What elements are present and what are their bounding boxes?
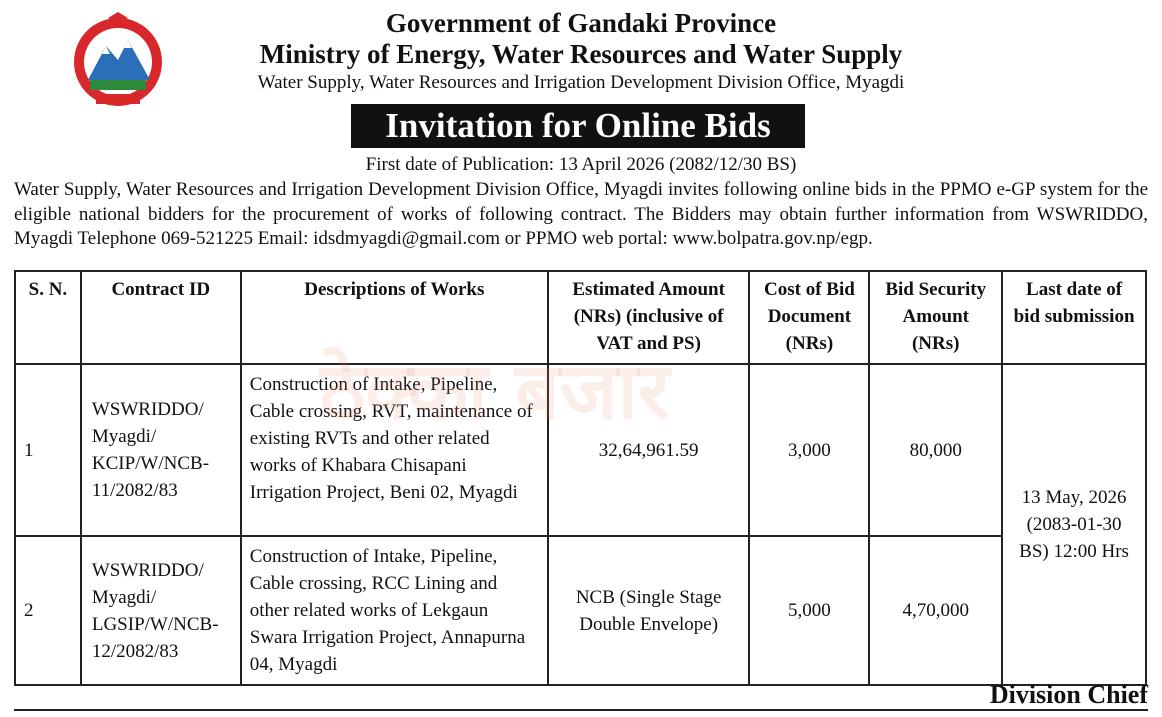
cell: WSWRIDDO/ Myagdi/ KCIP/W/NCB-11/2082/83: [79, 363, 242, 537]
header-cell: S. N.: [14, 270, 82, 365]
header-cell: Last date of bid submission: [1001, 270, 1147, 365]
cell: 5,000: [748, 535, 871, 686]
header-cell: Bid Security Amount (NRs): [868, 270, 1004, 365]
cell: 32,64,961.59: [546, 363, 751, 537]
header-row: S. N. Contract ID Descriptions of Works …: [14, 270, 1147, 365]
header-cell: Contract ID: [79, 270, 242, 365]
header-cell: Descriptions of Works: [239, 270, 549, 365]
cell: 13 May, 2026 (2083-01-30 BS) 12:00 Hrs: [1001, 363, 1147, 686]
table-row: 2 WSWRIDDO/ Myagdi/ LGSIP/W/NCB-12/2082/…: [14, 535, 1146, 686]
intro-paragraph: Water Supply, Water Resources and Irriga…: [14, 179, 1148, 249]
cell: NCB (Single Stage Double Envelope): [546, 535, 751, 686]
signature: Division Chief: [989, 680, 1148, 709]
table-row: 1 WSWRIDDO/ Myagdi/ KCIP/W/NCB-11/2082/8…: [14, 363, 1147, 686]
publication-date: First date of Publication: 13 April 2026…: [365, 154, 797, 175]
cell: 2: [14, 535, 82, 686]
bids-table: S. N. Contract ID Descriptions of Works …: [14, 270, 1147, 686]
header-cell: Cost of Bid Document (NRs): [748, 270, 871, 365]
cell: 3,000: [748, 363, 871, 537]
header-line: Government of Gandaki Province: [385, 8, 777, 38]
cell: 80,000: [868, 363, 1004, 537]
notice-title: Invitation for Online Bids: [351, 104, 805, 148]
cell: Construction of Intake, Pipeline, Cable …: [239, 535, 549, 686]
header-line: Ministry of Energy, Water Resources and …: [259, 39, 903, 69]
cell: Construction of Intake, Pipeline, Cable …: [239, 363, 549, 537]
header-line: Water Supply, Water Resources and Irriga…: [257, 72, 905, 93]
rule: [14, 709, 1148, 711]
cell: 1: [14, 363, 82, 537]
cell: WSWRIDDO/ Myagdi/ LGSIP/W/NCB-12/2082/83: [79, 535, 242, 686]
cell: 4,70,000: [868, 535, 1004, 686]
header-cell: Estimated Amount (NRs) (inclusive of VAT…: [546, 270, 751, 365]
emblem: [74, 12, 162, 106]
